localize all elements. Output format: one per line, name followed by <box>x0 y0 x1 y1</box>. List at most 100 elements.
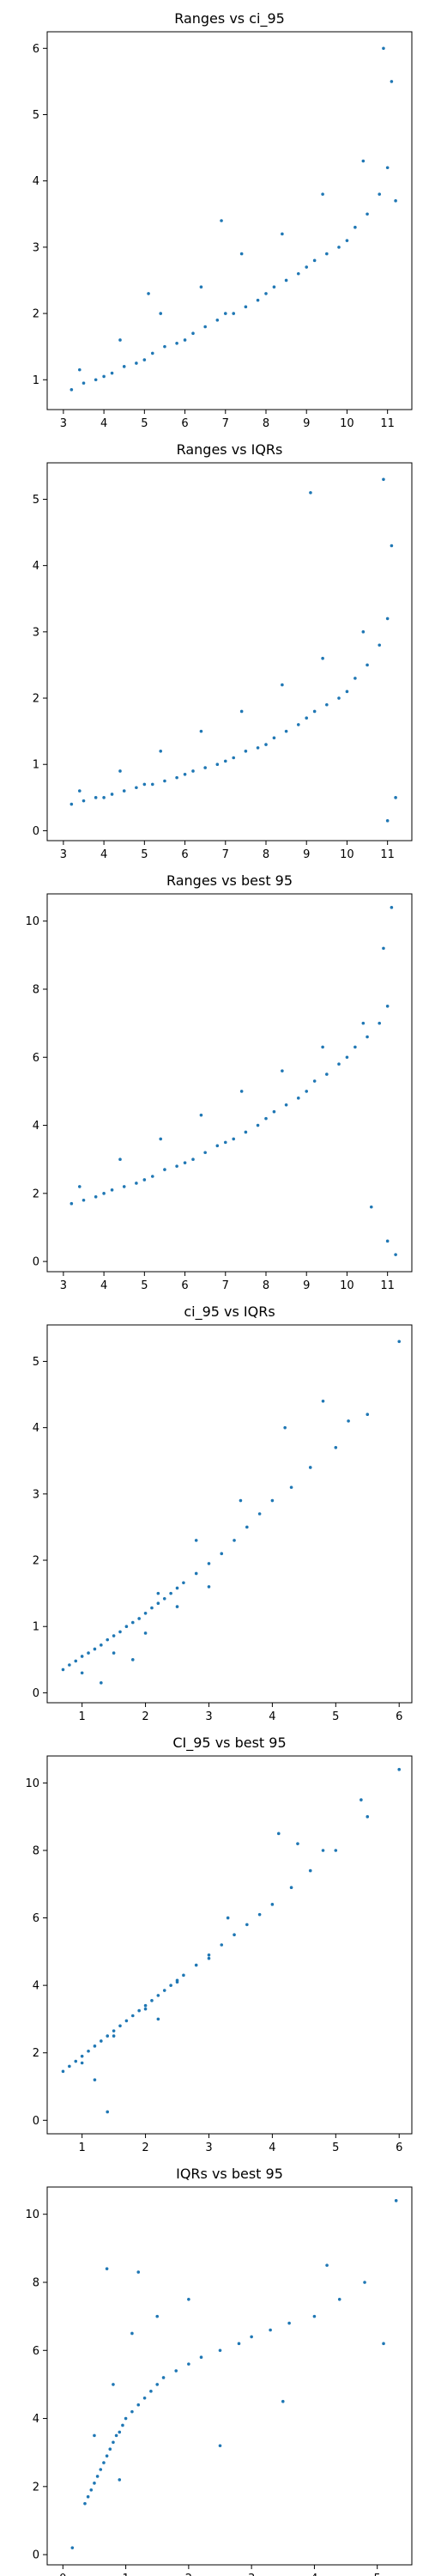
data-point <box>245 1923 249 1927</box>
scatter-series <box>69 46 397 392</box>
data-point <box>321 192 324 196</box>
y-tick-label: 2 <box>33 1555 39 1568</box>
data-point <box>112 1651 116 1655</box>
data-point <box>182 1581 185 1585</box>
data-point <box>239 709 244 714</box>
data-point <box>124 2019 129 2023</box>
data-point <box>244 1130 248 1134</box>
x-tick-label: 8 <box>263 848 269 861</box>
y-tick-label: 4 <box>33 175 39 188</box>
data-point <box>110 793 114 796</box>
data-point <box>183 1161 187 1164</box>
y-tick-label: 5 <box>33 494 39 507</box>
data-point <box>361 159 366 163</box>
chart-title: Ranges vs best 95 <box>166 872 293 889</box>
chart-panel: IQRs vs best 95 0 1 2 3 4 5 0 2 4 6 8 10 <box>25 2166 413 2576</box>
y-tick-label: 5 <box>33 1356 39 1369</box>
y-tick-label: 2 <box>33 308 39 321</box>
data-point <box>203 766 207 769</box>
data-point <box>366 663 369 667</box>
data-point <box>309 490 312 495</box>
data-point <box>353 225 357 229</box>
axes-frame <box>46 1755 413 2135</box>
data-point <box>256 746 260 750</box>
y-tick-label: 0 <box>33 825 39 838</box>
y-tick-label: 3 <box>33 1488 39 1501</box>
data-point <box>124 2416 128 2421</box>
data-point <box>100 1681 103 1685</box>
data-point <box>156 1601 160 1606</box>
data-point <box>61 1668 65 1672</box>
data-point <box>296 1842 299 1845</box>
data-point <box>203 1151 207 1155</box>
y-tick-label: 2 <box>33 2481 39 2494</box>
y-tick-label: 0 <box>33 1687 39 1700</box>
data-point <box>337 1062 341 1066</box>
data-point <box>156 1591 160 1595</box>
x-tick-label: 11 <box>380 848 395 861</box>
data-point <box>112 2034 116 2038</box>
data-point <box>112 2383 115 2386</box>
data-point <box>239 1090 244 1093</box>
data-point <box>296 1097 300 1100</box>
axes-frame <box>46 31 413 410</box>
data-point <box>269 2328 272 2332</box>
data-point <box>150 351 154 355</box>
y-tick-label: 5 <box>33 109 39 122</box>
data-point <box>61 2069 65 2074</box>
y-tick-label: 2 <box>33 2047 39 2060</box>
data-point <box>207 1585 211 1589</box>
x-tick-label: 5 <box>141 417 148 430</box>
data-point <box>382 2342 385 2346</box>
data-point <box>118 2430 122 2434</box>
data-point <box>110 371 114 375</box>
data-point <box>74 1659 78 1663</box>
data-point <box>118 1630 122 1634</box>
data-point <box>155 2314 160 2318</box>
x-tick-label: 5 <box>141 1279 148 1292</box>
y-tick-label: 0 <box>33 2549 39 2562</box>
x-tick-label: 2 <box>185 2573 192 2576</box>
data-point <box>135 361 138 365</box>
data-point <box>345 690 349 694</box>
x-tick-label: 10 <box>340 848 354 861</box>
y-tick-label: 6 <box>33 1912 39 1925</box>
y-tick-label: 3 <box>33 241 39 254</box>
data-point <box>102 374 106 379</box>
axes-frame <box>46 462 413 841</box>
data-point <box>334 1849 338 1852</box>
y-tick-label: 4 <box>33 560 39 573</box>
data-point <box>82 1198 86 1202</box>
data-point <box>142 782 147 787</box>
data-point <box>135 786 138 790</box>
x-tick-label: 9 <box>303 1279 310 1292</box>
data-point <box>142 358 147 361</box>
data-point <box>264 292 268 295</box>
data-point <box>93 2078 97 2081</box>
data-point <box>130 2331 134 2336</box>
chart-panel: Ranges vs best 95 3 4 5 6 7 8 9 10 11 0 2 4 6 8 10 <box>25 872 413 1292</box>
data-point <box>312 1079 317 1083</box>
data-point <box>112 2029 116 2032</box>
x-tick-label: 8 <box>263 417 269 430</box>
data-point <box>305 1090 309 1093</box>
data-point <box>220 1943 224 1947</box>
data-point <box>69 1201 74 1206</box>
x-tick-label: 1 <box>79 2142 86 2154</box>
data-point <box>308 1466 312 1469</box>
x-tick-label: 5 <box>332 2142 339 2154</box>
data-point <box>135 1182 138 1185</box>
x-tick-label: 3 <box>60 417 67 430</box>
y-tick-label: 8 <box>33 2276 39 2289</box>
data-point <box>215 762 220 767</box>
data-point <box>163 344 166 349</box>
chart-title: IQRs vs best 95 <box>176 2166 283 2182</box>
data-point <box>106 2034 110 2038</box>
data-point <box>182 1973 185 1978</box>
data-point <box>250 2335 253 2339</box>
data-point <box>147 292 150 295</box>
y-tick-label: 10 <box>25 2208 39 2221</box>
data-point <box>183 773 187 776</box>
data-point <box>312 2314 317 2318</box>
